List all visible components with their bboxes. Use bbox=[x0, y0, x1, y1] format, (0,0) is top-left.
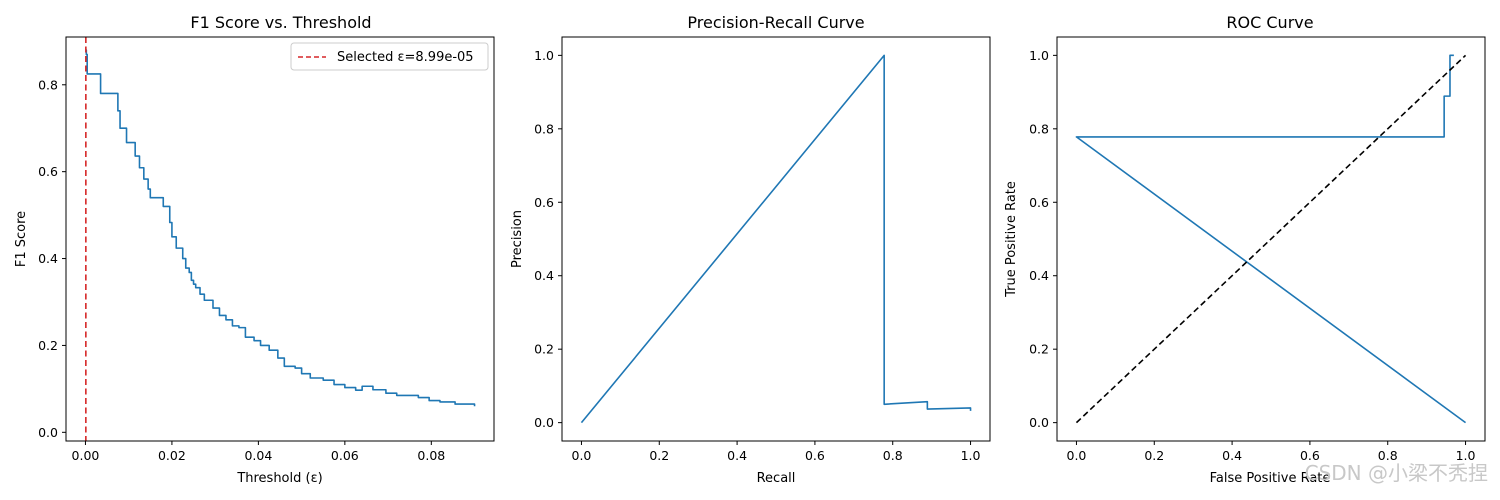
pr-xtick-label: 0.4 bbox=[727, 448, 747, 463]
roc-plot: ROC Curve 0.0 0.2 0.4 0.6 0.8 1.0 0.0 0.2 0.4 0.6… bbox=[1004, 13, 1486, 486]
roc-xtick-label: 0.4 bbox=[1222, 448, 1242, 463]
f1-plot-title: F1 Score vs. Threshold bbox=[190, 13, 371, 32]
f1-plot-marks bbox=[85, 37, 476, 441]
pr-plot-marks bbox=[580, 54, 972, 424]
watermark: CSDN @小梁不秃捏 bbox=[1305, 461, 1488, 485]
pr-ytick-label: 1.0 bbox=[534, 48, 554, 63]
pr-plot-frame bbox=[561, 36, 991, 442]
pr-plot-ticks: 0.0 0.2 0.4 0.6 0.8 1.0 0.0 0.2 0.4 0.6 0.8 1.0 bbox=[534, 48, 980, 463]
roc-plot-ticks: 0.0 0.2 0.4 0.6 0.8 1.0 0.0 0.2 0.4 0.6 0.8 1.0 bbox=[1029, 48, 1475, 463]
pr-xtick-label: 0.6 bbox=[805, 448, 825, 463]
legend-label-selected: Selected ε=8.99e-05 bbox=[337, 50, 474, 65]
roc-plot-ylabel: True Positive Rate bbox=[1004, 181, 1019, 298]
pr-plot-title: Precision-Recall Curve bbox=[687, 13, 864, 32]
f1-xtick-label: 0.08 bbox=[417, 448, 445, 463]
roc-ytick-label: 1.0 bbox=[1029, 48, 1049, 63]
roc-xtick-label: 0.2 bbox=[1144, 448, 1164, 463]
roc-xtick-label: 0.6 bbox=[1300, 448, 1320, 463]
roc-plot-xlabel: False Positive Rate bbox=[1210, 471, 1331, 486]
pr-series-line-0 bbox=[580, 54, 972, 424]
roc-series-line-1 bbox=[1075, 54, 1467, 424]
f1-threshold-plot: F1 Score vs. Threshold 0.00 0.02 0.04 0.06 0… bbox=[14, 13, 495, 486]
roc-plot-marks bbox=[1075, 54, 1467, 424]
f1-xtick-label: 0.04 bbox=[244, 448, 272, 463]
roc-ytick-label: 0.6 bbox=[1029, 195, 1049, 210]
f1-ytick-label: 0.0 bbox=[38, 425, 58, 440]
pr-plot-xlabel: Recall bbox=[757, 471, 796, 486]
f1-xtick-label: 0.00 bbox=[72, 448, 100, 463]
roc-xtick-label: 0.0 bbox=[1067, 448, 1087, 463]
f1-ytick-label: 0.6 bbox=[38, 164, 58, 179]
roc-ytick-label: 0.2 bbox=[1029, 342, 1049, 357]
pr-plot-ylabel: Precision bbox=[510, 210, 525, 268]
f1-plot-ticks: 0.00 0.02 0.04 0.06 0.08 0.0 0.2 0.4 0.6 0.8 bbox=[38, 77, 445, 463]
pr-ytick-label: 0.2 bbox=[534, 342, 554, 357]
f1-series-line-0 bbox=[85, 49, 476, 407]
pr-xtick-label: 0.0 bbox=[572, 448, 592, 463]
precision-recall-plot: Precision-Recall Curve 0.0 0.2 0.4 0.6 0.8 1.… bbox=[510, 13, 991, 486]
roc-ytick-label: 0.8 bbox=[1029, 121, 1049, 136]
f1-ytick-label: 0.2 bbox=[38, 338, 58, 353]
roc-ytick-label: 0.4 bbox=[1029, 268, 1049, 283]
roc-plot-title: ROC Curve bbox=[1226, 13, 1313, 32]
pr-ytick-label: 0.4 bbox=[534, 268, 554, 283]
pr-ytick-label: 0.0 bbox=[534, 415, 554, 430]
f1-xtick-label: 0.02 bbox=[158, 448, 186, 463]
f1-ytick-label: 0.4 bbox=[38, 251, 58, 266]
roc-xtick-label: 1.0 bbox=[1456, 448, 1476, 463]
roc-plot-frame bbox=[1056, 36, 1486, 442]
legend-box bbox=[290, 42, 489, 71]
roc-series-line-0 bbox=[1075, 54, 1467, 424]
pr-ytick-label: 0.6 bbox=[534, 195, 554, 210]
f1-plot-frame bbox=[65, 36, 495, 442]
roc-ytick-label: 0.0 bbox=[1029, 415, 1049, 430]
f1-plot-ylabel: F1 Score bbox=[14, 211, 29, 267]
f1-xtick-label: 0.06 bbox=[331, 448, 359, 463]
pr-xtick-label: 1.0 bbox=[961, 448, 981, 463]
pr-xtick-label: 0.2 bbox=[649, 448, 669, 463]
f1-ytick-label: 0.8 bbox=[38, 77, 58, 92]
pr-ytick-label: 0.8 bbox=[534, 121, 554, 136]
roc-xtick-label: 0.8 bbox=[1378, 448, 1398, 463]
f1-plot-xlabel: Threshold (ε) bbox=[236, 471, 322, 486]
f1-plot-legend: Selected ε=8.99e-05 bbox=[290, 42, 489, 71]
pr-xtick-label: 0.8 bbox=[883, 448, 903, 463]
